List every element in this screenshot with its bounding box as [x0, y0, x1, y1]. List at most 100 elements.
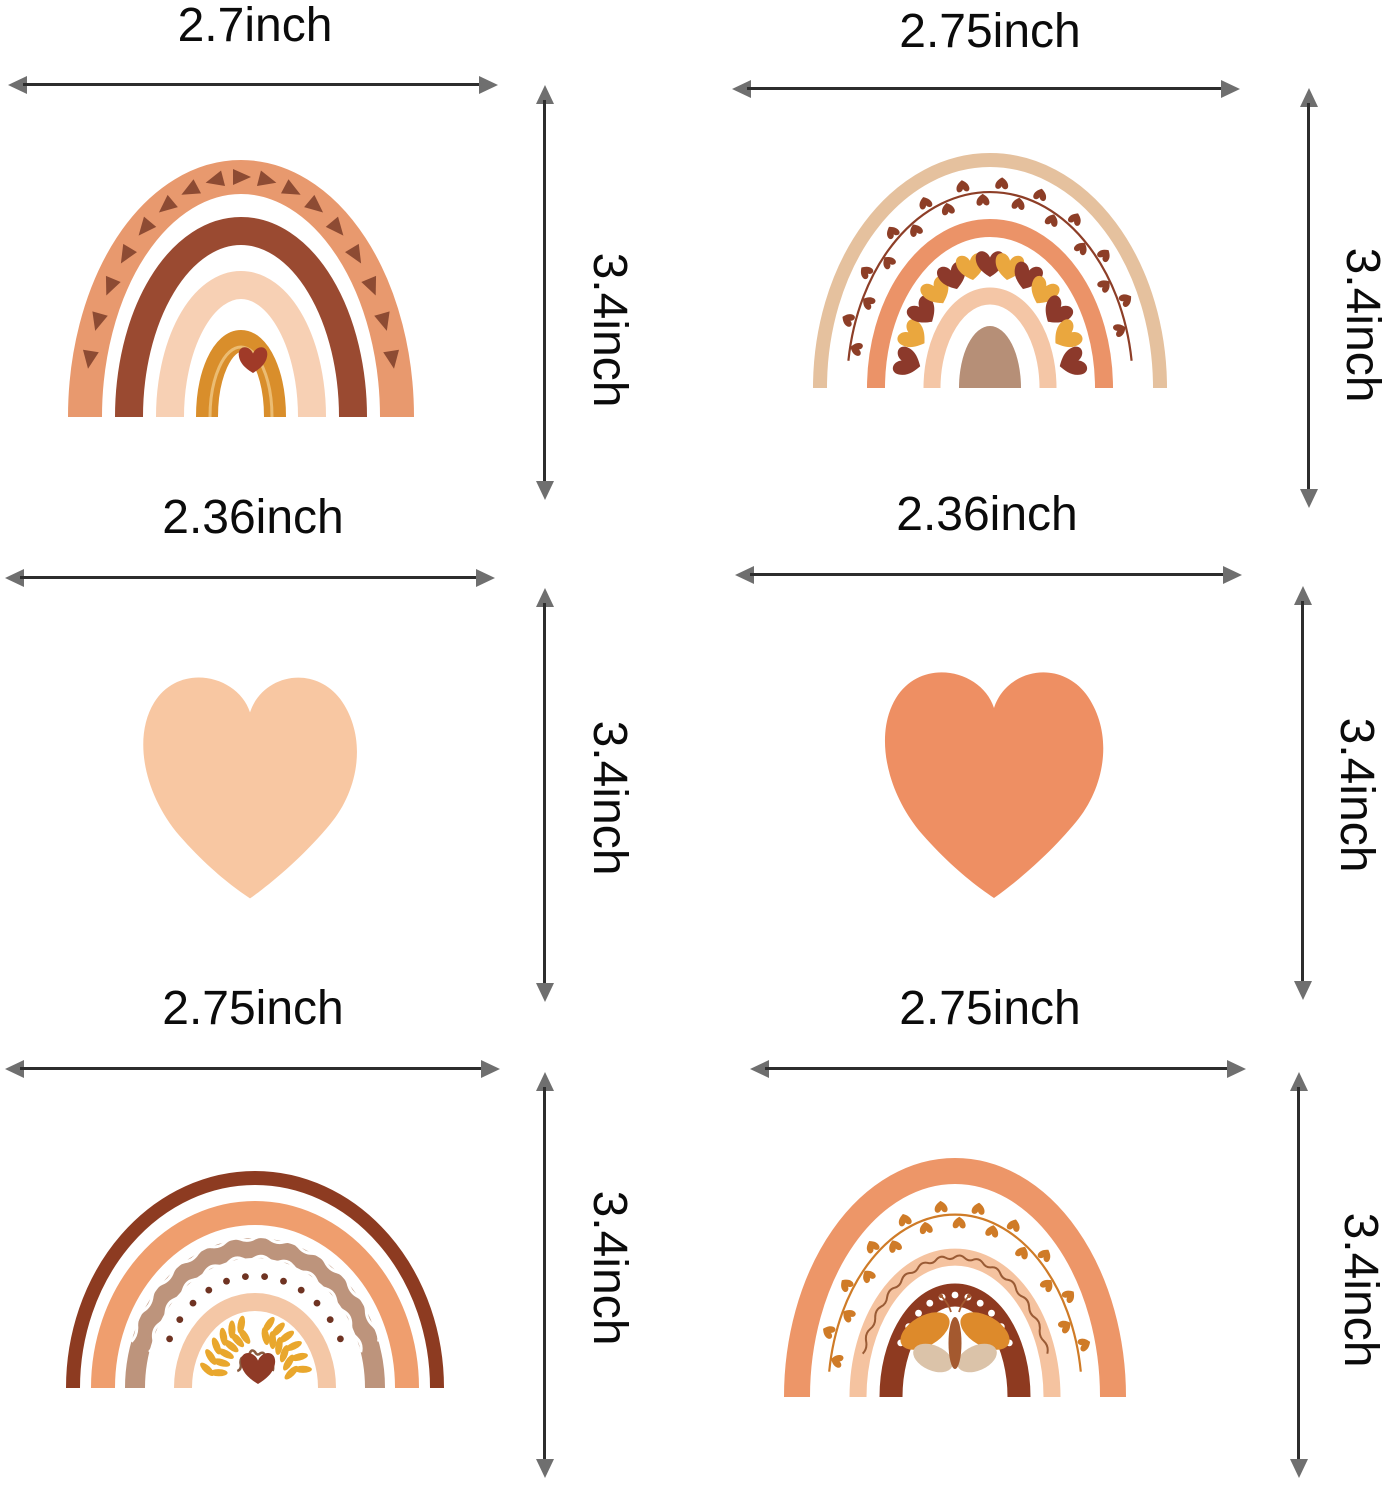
arrow-up-icon — [536, 1072, 554, 1091]
width-dimension-arrow — [5, 1059, 500, 1079]
vine-leaf-heart-icon — [879, 253, 898, 271]
boho-rainbow-hearts-illustration — [813, 153, 1167, 389]
vine-stem — [828, 1213, 1082, 1372]
dot-icon — [313, 1299, 321, 1307]
peach-heart-illustration — [143, 677, 357, 899]
triangle-icon — [82, 349, 99, 369]
height-dimension-arrow — [535, 588, 555, 1002]
arrow-up-icon — [1294, 586, 1312, 605]
triangle-icon — [383, 349, 400, 369]
leaf-and-dot-decorations — [130, 1234, 381, 1380]
vine-stem — [847, 191, 1133, 361]
arrow-down-icon — [1300, 489, 1318, 508]
leaf-icon — [290, 1352, 308, 1362]
boho-rainbow-triangles-illustration — [68, 160, 414, 418]
band-heart-icon — [1055, 344, 1089, 380]
arrow-down-icon — [536, 1459, 554, 1478]
band-heart-icon — [891, 344, 925, 380]
arrow-line — [765, 1067, 1231, 1070]
arrow-left-icon — [5, 1060, 24, 1078]
boho-rainbow-leaves-illustration — [66, 1171, 444, 1389]
arrow-line — [20, 576, 480, 579]
arrow-left-icon — [735, 566, 754, 584]
leaf-icon — [212, 1358, 231, 1367]
vine-leaf-heart-icon — [917, 194, 934, 211]
height-dimension-arrow — [1289, 1072, 1309, 1478]
width-dimension-arrow — [735, 565, 1242, 585]
height-dimension-arrow — [1293, 586, 1313, 1000]
dot-icon — [988, 1309, 995, 1317]
width-label: 2.75inch — [162, 982, 344, 1035]
leaf-icon — [293, 1365, 312, 1373]
triangle-icon — [361, 275, 377, 296]
butterfly-icon — [900, 1294, 1010, 1373]
leaf-icon — [262, 1316, 275, 1333]
leaf-icon — [223, 1339, 239, 1353]
wavy-line — [148, 1254, 363, 1354]
vine-leaf-heart-icon — [1072, 239, 1091, 257]
arrow-up-icon — [536, 85, 554, 104]
dot-icon — [189, 1299, 197, 1307]
width-dimension-arrow — [750, 1059, 1246, 1079]
arrow-line — [543, 603, 546, 987]
arrow-left-icon — [732, 80, 751, 98]
leaf-icon — [219, 1327, 228, 1346]
orange-heart-illustration — [884, 672, 1104, 898]
arrow-line — [1307, 103, 1310, 493]
rainbow-bands — [68, 160, 414, 418]
arrow-line — [747, 87, 1225, 90]
boho-rainbow-butterfly-illustration — [784, 1158, 1126, 1398]
vine-leaf-heart-icon — [952, 1216, 966, 1229]
width-dimension-arrow — [5, 568, 495, 588]
leaf-icon — [209, 1369, 228, 1377]
arrow-up-icon — [1300, 88, 1318, 107]
width-label: 2.36inch — [896, 488, 1078, 541]
heart-shape — [884, 672, 1104, 898]
heart-shape — [143, 677, 357, 899]
vine-leaf-heart-icon — [971, 1201, 986, 1216]
vine-leaf-heart-icon — [1032, 187, 1049, 202]
height-dimension-arrow — [535, 85, 555, 500]
arrow-right-icon — [479, 76, 498, 94]
dot-icon — [166, 1335, 173, 1343]
arrow-up-icon — [1290, 1072, 1308, 1091]
vine-leaf-heart-icon — [1076, 1335, 1093, 1353]
width-label: 2.36inch — [162, 491, 344, 544]
arrow-line — [750, 573, 1227, 576]
leaf-icon — [217, 1348, 234, 1359]
dot-icon — [176, 1316, 184, 1323]
leaf-icon — [200, 1362, 215, 1377]
vine-leaf-heart-icon — [976, 193, 990, 206]
arrow-right-icon — [1227, 1060, 1246, 1078]
rainbow-bands — [66, 1171, 444, 1389]
dot-icon — [297, 1286, 305, 1294]
arrow-right-icon — [1221, 80, 1240, 98]
leaf-icon — [278, 1330, 295, 1343]
butterfly-wing-upper-right — [960, 1312, 1010, 1350]
triangle-decorations — [82, 169, 400, 369]
arrow-line — [543, 1087, 546, 1463]
arrow-right-icon — [476, 569, 495, 587]
triangle-icon — [181, 179, 202, 195]
arrow-down-icon — [1294, 981, 1312, 1000]
triangle-icon — [233, 169, 251, 185]
triangle-icon — [256, 170, 277, 187]
center-arch — [959, 326, 1021, 388]
dot-icon — [280, 1277, 287, 1285]
triangle-icon — [138, 216, 157, 236]
dot-icon — [261, 1273, 268, 1280]
height-label: 3.4inch — [1330, 717, 1383, 873]
vine-leaf-heart-icon — [859, 1267, 877, 1285]
height-label: 3.4inch — [583, 1190, 636, 1346]
arrow-left-icon — [750, 1060, 769, 1078]
heart-and-vine-decorations — [839, 177, 1135, 380]
arrow-left-icon — [5, 569, 24, 587]
vine-leaf-heart-icon — [955, 179, 970, 193]
triangle-icon — [280, 179, 301, 195]
dot-icon — [242, 1273, 249, 1280]
triangle-icon — [92, 311, 108, 331]
arrow-line — [20, 1067, 485, 1070]
triangle-icon — [120, 243, 137, 264]
dot-icon — [976, 1299, 984, 1307]
leaf-icon — [271, 1322, 285, 1337]
